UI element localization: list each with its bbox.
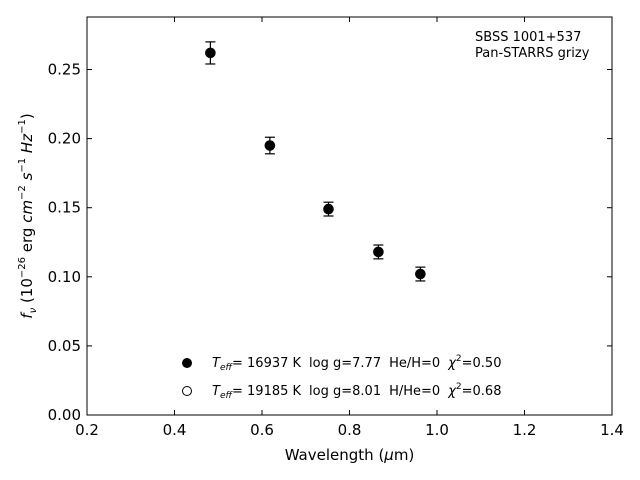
x-tick-label: 0.4 <box>163 421 187 439</box>
axis-ticks: 0.2 0.4 0.6 0.8 1.0 1.2 1.4 0.00 0.05 0.10 0.15 0.2… <box>48 17 624 439</box>
x-axis-label: Wavelength (μm) <box>285 446 415 464</box>
y-tick-label: 0.25 <box>48 61 81 79</box>
y-tick-label: 0.20 <box>48 130 81 148</box>
x-tick-label: 0.8 <box>338 421 362 439</box>
observed-point <box>373 247 383 257</box>
x-tick-label: 1.4 <box>600 421 624 439</box>
y-tick-label: 0.10 <box>48 268 81 286</box>
observed-point <box>265 141 275 151</box>
annotation: SBSS 1001+537 Pan-STARRS grizy <box>475 30 590 61</box>
y-tick-label: 0.15 <box>48 199 81 217</box>
y-axis-label: fν (10−26 erg cm−2 s−1 Hz−1) <box>17 113 39 318</box>
x-tick-label: 1.0 <box>425 421 449 439</box>
annotation-line-1: SBSS 1001+537 <box>475 30 581 45</box>
y-tick-label: 0.00 <box>48 406 81 424</box>
x-tick-label: 0.2 <box>75 421 99 439</box>
legend-marker-filled <box>182 358 192 368</box>
observed-point <box>415 269 425 279</box>
plot-frame <box>86 16 613 416</box>
x-tick-label: 1.2 <box>513 421 537 439</box>
observed-point <box>324 204 333 214</box>
legend-marker-open <box>182 386 192 396</box>
annotation-line-2: Pan-STARRS grizy <box>475 46 590 61</box>
observed-point <box>205 48 215 58</box>
x-tick-label: 0.6 <box>250 421 274 439</box>
data-points <box>205 41 426 282</box>
y-tick-label: 0.05 <box>48 337 81 355</box>
